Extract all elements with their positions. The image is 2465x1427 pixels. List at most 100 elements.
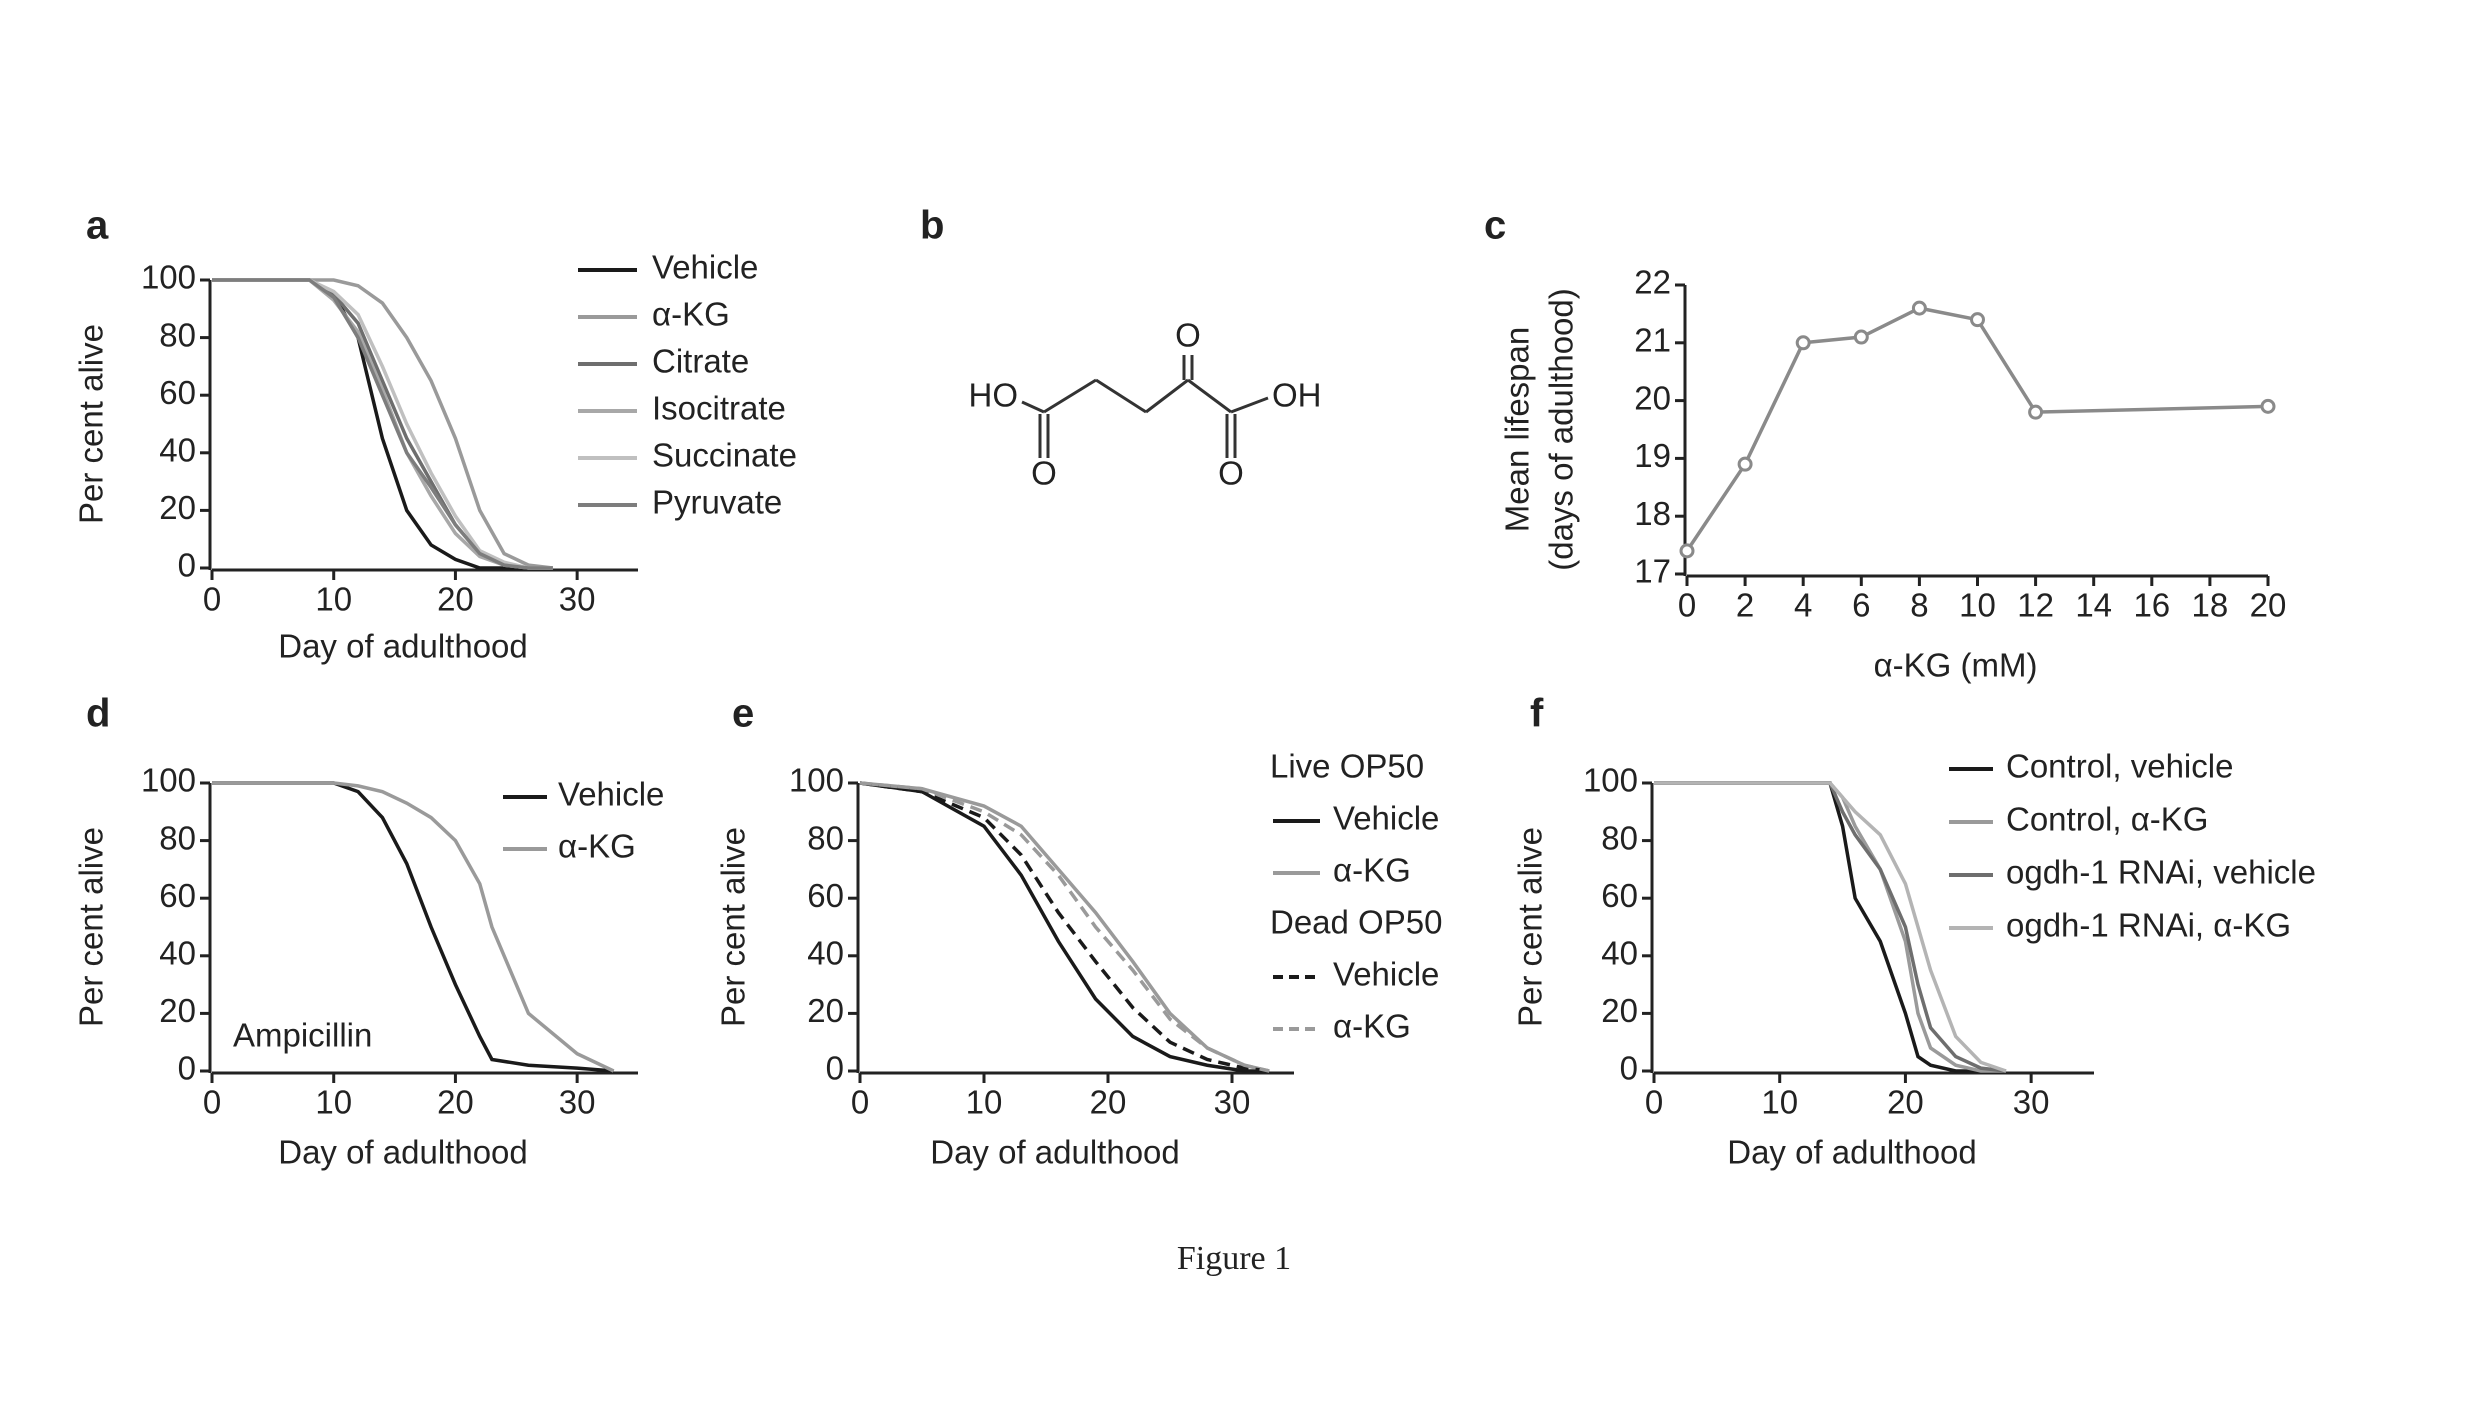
legend-label: Control, α-KG — [2006, 801, 2208, 838]
y-axis-label: Per cent alive — [1512, 827, 1549, 1027]
y-axis-label: (days of adulthood) — [1543, 288, 1580, 571]
y-tick-label: 0 — [1620, 1050, 1638, 1087]
x-tick-label: 4 — [1794, 587, 1812, 624]
x-axis-label: Day of adulthood — [278, 1134, 528, 1171]
x-tick-label: 0 — [203, 581, 221, 618]
marker — [1855, 331, 1867, 343]
y-tick-label: 20 — [159, 992, 196, 1029]
y-tick-label: 20 — [807, 992, 844, 1029]
legend-label: Isocitrate — [652, 390, 786, 427]
atom-label: OH — [1272, 377, 1322, 414]
x-tick-label: 18 — [2192, 587, 2229, 624]
y-tick-label: 100 — [789, 762, 844, 799]
y-tick-label: 17 — [1634, 553, 1671, 590]
y-tick-label: 60 — [1601, 877, 1638, 914]
series-line — [860, 783, 1269, 1071]
y-tick-label: 0 — [826, 1050, 844, 1087]
series-line — [860, 783, 1269, 1071]
x-axis-label: α-KG (mM) — [1874, 647, 2038, 684]
series-line — [212, 280, 553, 568]
legend-label: Citrate — [652, 343, 749, 380]
y-tick-label: 80 — [159, 819, 196, 856]
x-axis-label: Day of adulthood — [278, 628, 528, 665]
series-line — [212, 280, 553, 568]
x-tick-label: 12 — [2017, 587, 2054, 624]
panel-letter: c — [1484, 204, 1506, 248]
x-axis-label: Day of adulthood — [930, 1134, 1180, 1171]
y-tick-label: 20 — [1634, 379, 1671, 416]
legend-label: Control, vehicle — [2006, 748, 2233, 785]
y-tick-label: 19 — [1634, 437, 1671, 474]
legend-label: α-KG — [558, 828, 636, 865]
annotation: Ampicillin — [233, 1017, 372, 1054]
atom-label: O — [1218, 455, 1244, 492]
y-tick-label: 0 — [178, 547, 196, 584]
marker — [1739, 458, 1751, 470]
x-tick-label: 30 — [559, 581, 596, 618]
legend-title: Dead OP50 — [1270, 904, 1442, 941]
series-line — [1687, 308, 2268, 551]
y-tick-label: 60 — [159, 374, 196, 411]
x-tick-label: 0 — [1678, 587, 1696, 624]
series-line — [212, 280, 553, 568]
x-tick-label: 6 — [1852, 587, 1870, 624]
marker — [2262, 400, 2274, 412]
y-tick-label: 40 — [807, 935, 844, 972]
x-tick-label: 10 — [1959, 587, 1996, 624]
y-tick-label: 22 — [1634, 264, 1671, 301]
x-tick-label: 8 — [1910, 587, 1928, 624]
y-tick-label: 100 — [141, 259, 196, 296]
legend-label: Vehicle — [558, 776, 664, 813]
marker — [2030, 406, 2042, 418]
y-tick-label: 80 — [159, 316, 196, 353]
x-tick-label: 20 — [1090, 1084, 1127, 1121]
series-line — [212, 280, 553, 568]
y-tick-label: 20 — [159, 489, 196, 526]
legend-label: Vehicle — [1333, 956, 1439, 993]
atom-label: O — [1175, 317, 1201, 354]
legend-title: Live OP50 — [1270, 748, 1424, 785]
legend-label: Vehicle — [652, 249, 758, 286]
marker — [1681, 545, 1693, 557]
x-tick-label: 20 — [2250, 587, 2287, 624]
y-tick-label: 21 — [1634, 322, 1671, 359]
legend-label: α-KG — [652, 296, 730, 333]
series-line — [860, 783, 1269, 1071]
y-tick-label: 0 — [178, 1050, 196, 1087]
marker — [1972, 314, 1984, 326]
y-tick-label: 60 — [807, 877, 844, 914]
series-line — [212, 280, 553, 568]
x-tick-label: 0 — [851, 1084, 869, 1121]
x-tick-label: 30 — [559, 1084, 596, 1121]
x-tick-label: 14 — [2075, 587, 2112, 624]
panel-letter: a — [86, 204, 109, 248]
panel-letter: b — [920, 204, 944, 248]
y-tick-label: 100 — [1583, 762, 1638, 799]
y-tick-label: 80 — [807, 819, 844, 856]
y-axis-label: Per cent alive — [73, 827, 110, 1027]
y-tick-label: 40 — [1601, 935, 1638, 972]
y-tick-label: 60 — [159, 877, 196, 914]
legend-label: Succinate — [652, 437, 797, 474]
atom-label: HO — [969, 377, 1019, 414]
panel-letter: d — [86, 692, 110, 736]
x-tick-label: 20 — [1887, 1084, 1924, 1121]
y-tick-label: 40 — [159, 935, 196, 972]
marker — [1913, 302, 1925, 314]
x-tick-label: 16 — [2133, 587, 2170, 624]
x-tick-label: 10 — [315, 1084, 352, 1121]
figure: b HO O OH O O Figure 1 a0102030020406080… — [0, 0, 2465, 1427]
x-tick-label: 20 — [437, 581, 474, 618]
y-axis-label: Mean lifespan — [1499, 327, 1536, 532]
series-line — [860, 783, 1269, 1071]
y-tick-label: 100 — [141, 762, 196, 799]
structure — [1022, 355, 1268, 458]
x-tick-label: 20 — [437, 1084, 474, 1121]
x-tick-label: 10 — [315, 581, 352, 618]
legend-label: ogdh-1 RNAi, α-KG — [2006, 907, 2291, 944]
panel-letter: e — [732, 692, 754, 736]
panel-letter: f — [1530, 692, 1544, 736]
legend-label: ogdh-1 RNAi, vehicle — [2006, 854, 2316, 891]
legend-label: α-KG — [1333, 852, 1411, 889]
y-tick-label: 40 — [159, 432, 196, 469]
